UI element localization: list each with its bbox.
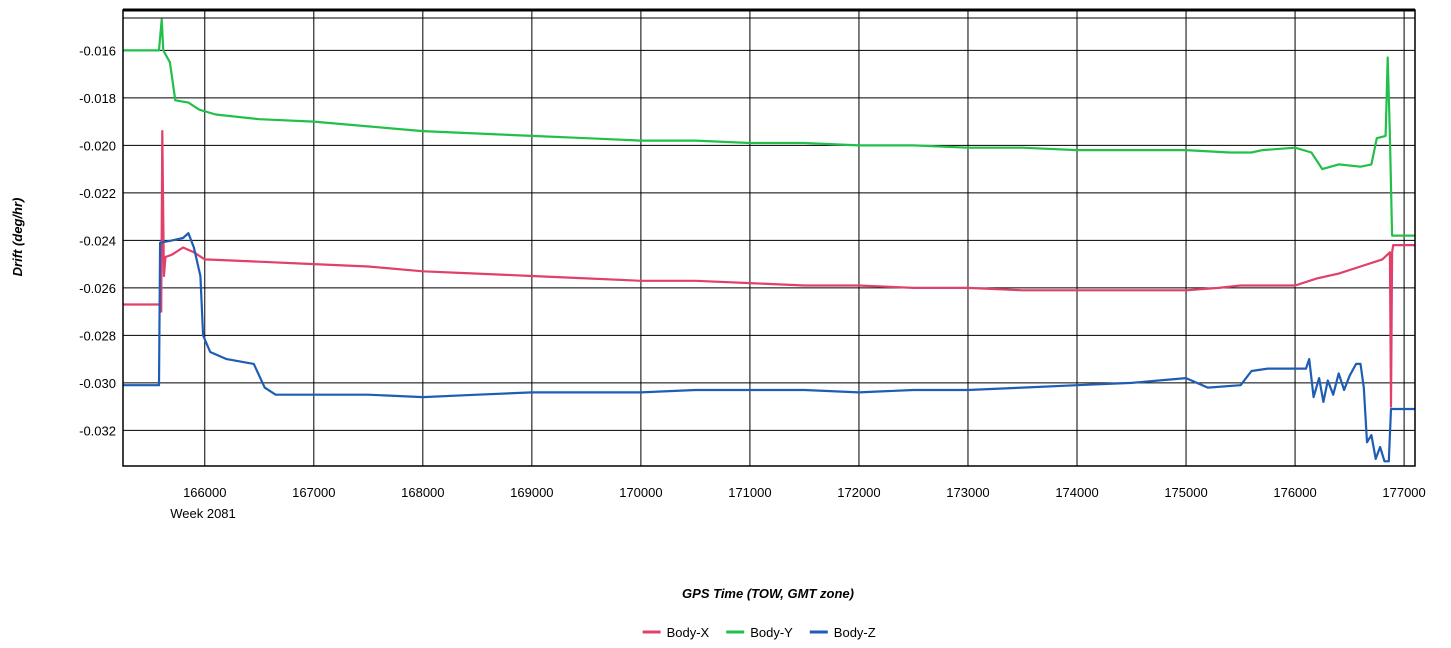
x-tick-label: 173000 — [946, 485, 989, 500]
x-tick-label: 172000 — [837, 485, 880, 500]
legend-item-body-y: Body-Y — [726, 625, 793, 640]
x-tick-label: 167000 — [292, 485, 335, 500]
y-tick-label: -0.022 — [79, 186, 116, 201]
legend-label: Body-Y — [750, 625, 793, 640]
y-tick-label: -0.028 — [79, 328, 116, 343]
legend-item-body-x: Body-X — [642, 625, 710, 640]
x-tick-label: 174000 — [1055, 485, 1098, 500]
x-axis-title: GPS Time (TOW, GMT zone) — [682, 586, 854, 601]
legend: Body-X Body-Y Body-Z — [642, 625, 876, 640]
x-tick-label: 171000 — [728, 485, 771, 500]
legend-item-body-z: Body-Z — [809, 625, 876, 640]
y-tick-label: -0.032 — [79, 423, 116, 438]
x-tick-label: 170000 — [619, 485, 662, 500]
x-tick-label: 176000 — [1273, 485, 1316, 500]
y-axis-title: Drift (deg/hr) — [10, 198, 25, 277]
x-tick-label: 175000 — [1164, 485, 1207, 500]
y-tick-label: -0.026 — [79, 281, 116, 296]
x-tick-label: 168000 — [401, 485, 444, 500]
series-layer — [123, 18, 1415, 463]
tick-labels: 166000 167000 168000 169000 170000 171000 1720… — [79, 43, 1426, 500]
y-tick-label: -0.018 — [79, 91, 116, 106]
legend-label: Body-X — [667, 625, 710, 640]
grid — [123, 8, 1415, 466]
series-line-body-x — [123, 130, 1415, 408]
series-line-body-z — [123, 232, 1415, 463]
y-tick-label: -0.024 — [79, 233, 116, 248]
legend-label: Body-Z — [834, 625, 876, 640]
x-tick-label: 177000 — [1382, 485, 1425, 500]
plot-area — [122, 9, 1416, 467]
y-tick-label: -0.016 — [79, 43, 116, 58]
y-tick-label: -0.030 — [79, 376, 116, 391]
series-line-body-y — [123, 18, 1415, 237]
x-tick-label: 166000 — [183, 485, 226, 500]
x-axis-sublabel: Week 2081 — [170, 506, 236, 521]
x-tick-label: 169000 — [510, 485, 553, 500]
y-tick-label: -0.020 — [79, 138, 116, 153]
